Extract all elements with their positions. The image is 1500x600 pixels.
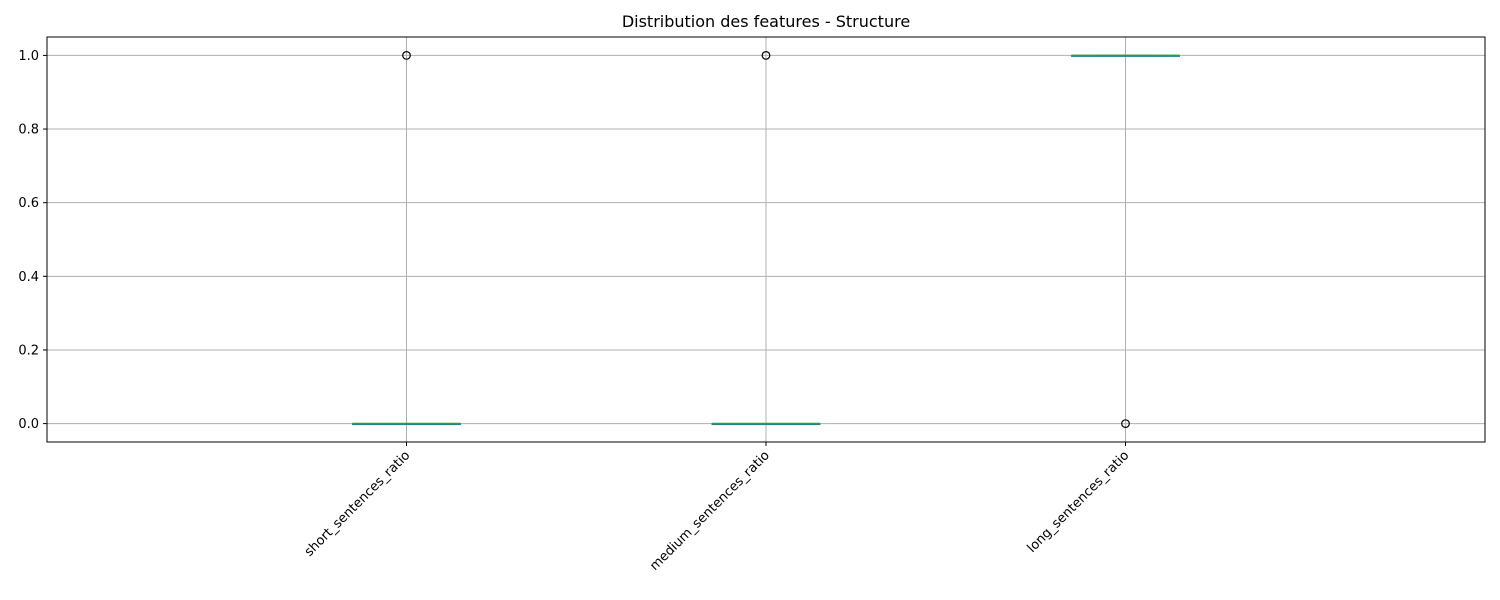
plot-frame: [46, 36, 1486, 443]
chart-title: Distribution des features - Structure: [622, 12, 910, 31]
outlier-point: [402, 51, 411, 60]
y-tick-label: 1.0: [18, 49, 39, 64]
outlier-point: [1121, 419, 1130, 428]
box-layer: [352, 51, 1180, 428]
y-tick-label: 0.0: [18, 417, 39, 432]
y-tick-label: 0.6: [18, 196, 39, 211]
outlier-point: [761, 51, 771, 60]
y-tick-label: 0.8: [18, 123, 39, 138]
y-tick-label: 0.2: [18, 343, 39, 358]
grid-layer: [47, 37, 1485, 442]
y-tick-label: 0.4: [18, 270, 39, 285]
